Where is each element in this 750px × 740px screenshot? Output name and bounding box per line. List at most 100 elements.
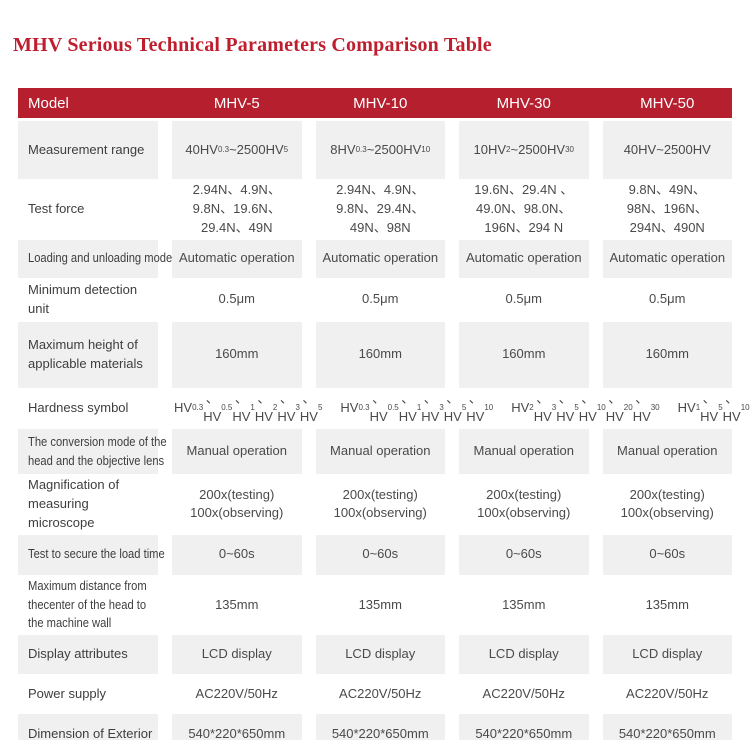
value-mhv-50: 540*220*650mm [602, 714, 732, 740]
value-mhv-5: 200x(testing) 100x(observing) [190, 486, 284, 521]
value-mhv-5: 540*220*650mm [172, 714, 302, 740]
value-mhv-50: AC220V/50Hz [626, 685, 709, 701]
value-mhv-50: 200x(testing) 100x(observing) [620, 486, 714, 521]
value-mhv-10: 8HV 0.3 ~2500HV 10 [315, 121, 445, 179]
row-label-text: Loading and unloading mode [28, 250, 173, 266]
value-mhv-10: 540*220*650mm [315, 714, 445, 740]
parameters-table: Model MHV-5 MHV-10 MHV-30 MHV-50 Measure… [18, 88, 750, 740]
row-measurement-range: Measurement range 40HV 0.3 ~2500HV 5 8HV 0.3… [18, 121, 732, 179]
value-mhv-5: 2.94N、4.9N、 9.8N、19.6N、 29.4N、49N [192, 182, 281, 235]
header-model: Model [28, 94, 69, 112]
row-label-text: Hardness symbol [28, 399, 129, 415]
value-mhv-10: 160mm [315, 321, 445, 388]
row-conversion-mode: The conversion mode of the head and the o… [18, 429, 732, 475]
value-mhv-30: 135mm [502, 596, 546, 612]
row-label-text: Magnification of measuring microscope [28, 477, 120, 530]
value-mhv-30: 200x(testing) 100x(observing) [477, 486, 571, 521]
header-mhv-50: MHV-50 [640, 94, 695, 112]
row-hardness-symbol: Hardness symbol HV 0.3 、HV 0.5、 HV 1 、HV 2、 HV 3、… [18, 388, 750, 430]
header-mhv-5: MHV-5 [213, 94, 260, 112]
row-minimum-detection-unit: Minimum detection unit 0.5μm 0.5μm 0.5μm… [18, 278, 732, 322]
value-mhv-10: 0.5μm [362, 291, 399, 307]
value-mhv-5: HV 0.3 、HV 0.5、 HV 1 、HV 2、 HV 3 、HV 5 [174, 390, 323, 425]
value-mhv-10: 200x(testing) 100x(observing) [333, 486, 427, 521]
table-header-row: Model MHV-5 MHV-10 MHV-30 MHV-50 [18, 88, 732, 118]
row-label: Magnification of measuring microscope [18, 474, 158, 535]
value-mhv-10: Automatic operation [315, 239, 445, 278]
row-label-text: Test to secure the load time [28, 546, 165, 562]
row-label-text: Minimum detection unit [28, 281, 138, 316]
row-label: Maximum height of applicable materials [18, 321, 158, 388]
row-power-supply: Power supply AC220V/50Hz AC220V/50Hz AC2… [18, 674, 732, 714]
value-mhv-5: 0.5μm [218, 291, 255, 307]
row-label: Test force [18, 179, 158, 240]
value-mhv-50: LCD display [602, 635, 732, 675]
value-mhv-5: 0~60s [172, 534, 302, 575]
row-label: Power supply [18, 674, 158, 714]
row-label-text: Test force [28, 200, 85, 216]
row-label: Display attributes [18, 635, 158, 675]
value-mhv-30: 540*220*650mm [459, 714, 589, 740]
value-mhv-10: 0~60s [315, 534, 445, 575]
value-mhv-50: 40HV~2500HV [602, 121, 732, 179]
value-mhv-30: 10HV 2 ~2500HV 30 [459, 121, 589, 179]
value-mhv-30: 160mm [459, 321, 589, 388]
value-mhv-10: AC220V/50Hz [339, 685, 422, 701]
value-mhv-50: 0.5μm [649, 291, 686, 307]
row-label-text: Display attributes [28, 646, 128, 662]
row-label: Measurement range [18, 121, 158, 179]
value-mhv-30: LCD display [459, 635, 589, 675]
value-mhv-30: AC220V/50Hz [482, 685, 565, 701]
page-title: MHV Serious Technical Parameters Compari… [13, 34, 492, 56]
header-mhv-30: MHV-30 [496, 94, 551, 112]
row-label: Dimension of Exterior [18, 714, 158, 740]
row-label-text: Maximum height of applicable materials [28, 336, 143, 371]
value-mhv-50: 9.8N、49N、 98N、196N、 294N、490N [626, 182, 708, 235]
value-mhv-5: 135mm [215, 596, 259, 612]
value-mhv-5: 160mm [172, 321, 302, 388]
value-mhv-30: Manual operation [459, 429, 589, 475]
row-label-text: Maximum distance from thecenter of the he… [28, 577, 147, 631]
value-mhv-30: HV 2 、HV 3、 HV 5 、HV 10、 HV 20 、HV 30 [511, 390, 660, 425]
value-mhv-30: 0.5μm [505, 291, 542, 307]
row-loading-unloading-mode: Loading and unloading mode Automatic ope… [18, 239, 732, 278]
value-mhv-50: 0~60s [602, 534, 732, 575]
value-mhv-5: Automatic operation [172, 239, 302, 278]
value-mhv-50: Manual operation [602, 429, 732, 475]
row-label: The conversion mode of the head and the o… [18, 429, 167, 475]
row-label-text: The conversion mode of the head and the o… [28, 433, 167, 468]
value-mhv-5: LCD display [172, 635, 302, 675]
row-label: Hardness symbol [18, 388, 158, 430]
row-display-attributes: Display attributes LCD display LCD displ… [18, 635, 732, 675]
row-label: Loading and unloading mode [18, 239, 172, 278]
value-mhv-30: Automatic operation [459, 239, 589, 278]
row-magnification: Magnification of measuring microscope 200… [18, 474, 732, 535]
row-label: Maximum distance from thecenter of the he… [18, 575, 158, 636]
row-label: Test to secure the load time [18, 534, 165, 575]
value-mhv-5: AC220V/50Hz [195, 685, 278, 701]
row-label: Minimum detection unit [18, 278, 158, 322]
row-load-time: Test to secure the load time 0~60s 0~60s… [18, 534, 732, 575]
value-mhv-10: HV 0.3 、HV 0.5、 HV 1 、HV 3、 HV 5 、HV 10 [340, 390, 494, 425]
value-mhv-10: Manual operation [315, 429, 445, 475]
row-dimension-exterior: Dimension of Exterior 540*220*650mm 540*… [18, 714, 732, 740]
value-mhv-10: 135mm [358, 596, 402, 612]
header-mhv-10: MHV-10 [353, 94, 408, 112]
row-label-text: Power supply [28, 685, 107, 701]
value-mhv-30: 19.6N、29.4N 、 49.0N、98.0N、 196N、294 N [474, 182, 574, 235]
value-mhv-50: 135mm [645, 596, 689, 612]
row-label-text: Dimension of Exterior [28, 725, 153, 740]
row-label-text: Measurement range [28, 141, 145, 157]
row-test-force: Test force 2.94N、4.9N、 9.8N、19.6N、 29.4N、4… [18, 179, 732, 240]
value-mhv-5: Manual operation [172, 429, 302, 475]
value-mhv-5: 40HV 0.3 ~2500HV 5 [172, 121, 302, 179]
value-mhv-10: LCD display [315, 635, 445, 675]
value-mhv-10: 2.94N、4.9N、 9.8N、29.4N、 49N、98N [336, 182, 425, 235]
value-mhv-30: 0~60s [459, 534, 589, 575]
row-maximum-distance: Maximum distance from thecenter of the he… [18, 575, 732, 636]
value-mhv-50: 160mm [602, 321, 732, 388]
row-maximum-height: Maximum height of applicable materials 16… [18, 321, 732, 388]
value-mhv-50: Automatic operation [602, 239, 732, 278]
